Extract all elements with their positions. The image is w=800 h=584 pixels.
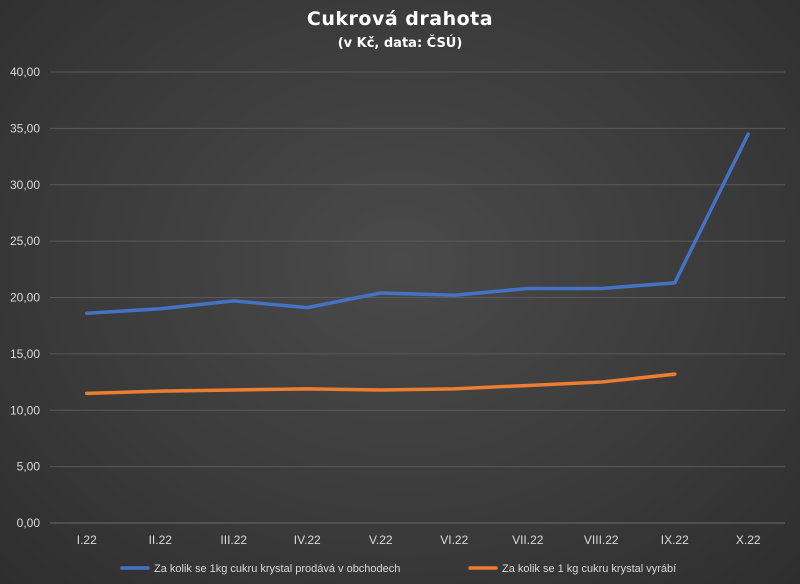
data-point: [232, 299, 236, 303]
y-tick-label: 30,00: [10, 178, 40, 192]
x-axis-ticks: I.22 II.22 III.22 IV.22 V.22 VI.22 VII.22 VIII.…: [77, 533, 761, 547]
data-point: [526, 286, 530, 290]
x-tick-label: III.22: [220, 533, 247, 547]
y-tick-label: 5,00: [17, 460, 41, 474]
legend-label: Za kolik se 1kg cukru krystal prodává v …: [154, 563, 400, 575]
x-tick-label: IX.22: [661, 533, 689, 547]
chart-subtitle: (v Kč, data: ČSÚ): [337, 36, 463, 51]
data-point: [599, 380, 603, 384]
y-tick-label: 20,00: [10, 291, 40, 305]
x-tick-label: I.22: [77, 533, 97, 547]
legend: Za kolik se 1kg cukru krystal prodává v …: [120, 563, 676, 575]
y-tick-label: 10,00: [10, 403, 40, 417]
data-point: [673, 372, 677, 376]
series-lines: [85, 132, 750, 396]
x-tick-label: VI.22: [440, 533, 468, 547]
series-line-1: [85, 132, 750, 316]
data-point: [526, 383, 530, 387]
data-point: [673, 281, 677, 285]
data-point: [85, 311, 89, 315]
data-point: [746, 132, 750, 136]
data-point: [158, 389, 162, 393]
x-tick-label: V.22: [369, 533, 393, 547]
y-tick-label: 0,00: [17, 516, 41, 530]
data-point: [599, 286, 603, 290]
legend-label: Za kolik se 1 kg cukru krystal vyrábí: [502, 563, 676, 575]
data-point: [452, 293, 456, 297]
x-tick-label: II.22: [149, 533, 173, 547]
chart-title: Cukrová drahota: [306, 8, 494, 30]
data-point: [232, 388, 236, 392]
data-point: [305, 387, 309, 391]
y-tick-label: 35,00: [10, 121, 40, 135]
data-point: [379, 291, 383, 295]
y-axis-ticks: 0,00 5,00 10,00 15,00 20,00 25,00 30,00 35,00 40…: [10, 65, 40, 530]
y-tick-label: 25,00: [10, 234, 40, 248]
data-point: [85, 391, 89, 395]
grid-lines: [50, 71, 785, 524]
x-tick-label: IV.22: [294, 533, 321, 547]
x-tick-label: VIII.22: [584, 533, 619, 547]
data-point: [452, 387, 456, 391]
data-point: [158, 307, 162, 311]
y-tick-label: 40,00: [10, 65, 40, 79]
data-point: [379, 388, 383, 392]
y-tick-label: 15,00: [10, 347, 40, 361]
data-point: [305, 306, 309, 310]
x-tick-label: VII.22: [512, 533, 544, 547]
x-tick-label: X.22: [736, 533, 761, 547]
